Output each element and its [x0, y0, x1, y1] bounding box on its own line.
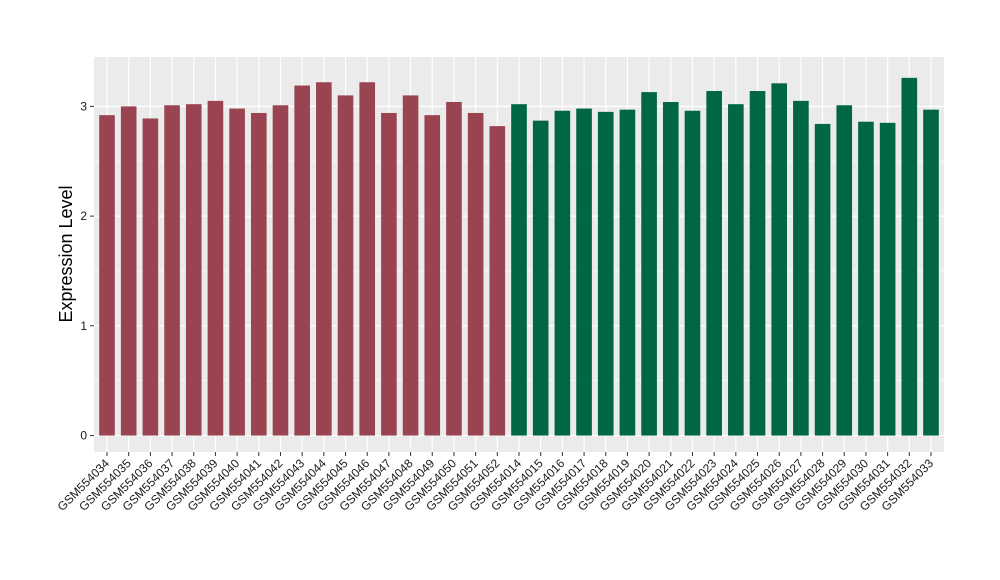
bar-GSM554035: [120, 106, 137, 436]
bar-GSM554014: [511, 104, 527, 436]
bar-GSM554027: [793, 100, 809, 436]
bar-GSM554037: [164, 105, 180, 436]
bar-GSM554036: [142, 118, 159, 436]
bar-GSM554049: [424, 115, 441, 436]
y-tick-label: 1: [80, 319, 87, 333]
bar-GSM554050: [446, 101, 462, 436]
y-tick-label: 0: [80, 429, 87, 443]
bar-GSM554026: [771, 83, 788, 436]
y-tick-label: 2: [80, 209, 87, 223]
bar-GSM554029: [836, 105, 853, 436]
bar-GSM554016: [554, 110, 571, 436]
bar-GSM554051: [467, 112, 484, 436]
bar-GSM554043: [294, 85, 310, 436]
bar-GSM554034: [99, 115, 115, 436]
y-axis-title: Expression Level: [56, 185, 76, 322]
bar-GSM554023: [706, 91, 722, 436]
bar-GSM554046: [359, 82, 376, 436]
bar-GSM554033: [923, 109, 939, 436]
bar-GSM554022: [684, 110, 701, 436]
bar-GSM554041: [250, 112, 267, 436]
x-axis: GSM554034GSM554035GSM554036GSM554037GSM5…: [55, 452, 936, 514]
bar-GSM554044: [316, 82, 332, 436]
bar-GSM554017: [576, 108, 592, 436]
bar-GSM554038: [185, 104, 202, 436]
bar-GSM554030: [858, 121, 874, 436]
bar-GSM554031: [879, 122, 896, 436]
bar-GSM554021: [662, 101, 679, 436]
bar-GSM554040: [229, 108, 245, 436]
y-tick-label: 3: [80, 99, 87, 113]
bar-GSM554018: [597, 111, 614, 436]
bar-GSM554032: [901, 77, 918, 436]
bars: [99, 77, 939, 436]
bar-GSM554028: [814, 123, 831, 436]
bar-GSM554045: [337, 95, 354, 436]
bar-GSM554052: [489, 126, 506, 436]
bar-GSM554025: [749, 91, 766, 436]
bar-GSM554015: [532, 120, 549, 436]
bar-GSM554048: [402, 95, 419, 436]
bar-GSM554039: [207, 100, 224, 436]
bar-GSM554020: [641, 92, 657, 436]
bar-GSM554024: [728, 104, 744, 436]
bar-GSM554042: [272, 105, 289, 436]
y-axis: 0 1 2 3: [80, 99, 94, 443]
bar-GSM554047: [381, 112, 397, 436]
bar-GSM554019: [619, 109, 636, 436]
